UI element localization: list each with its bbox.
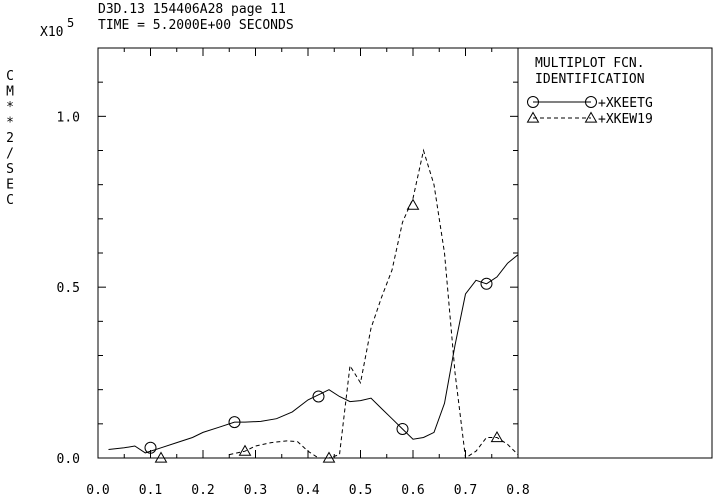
series-2-marker xyxy=(406,198,420,210)
y-axis-label-char: * xyxy=(6,116,14,131)
y-axis-label-char: C xyxy=(6,193,14,208)
x-tick-label: 0.7 xyxy=(454,483,477,498)
series-1-marker xyxy=(312,390,325,403)
series-1-marker xyxy=(480,277,493,290)
y-axis-label-char: / xyxy=(6,147,14,162)
y-multiplier-base: X10 xyxy=(40,25,63,40)
x-tick-label: 0.8 xyxy=(506,483,529,498)
y-tick-label: 1.0 xyxy=(57,110,80,125)
legend-label-1: +XKEETG xyxy=(598,96,653,111)
x-tick-label: 0.3 xyxy=(244,483,267,498)
x-tick-labels: 0.0 0.1 0.2 0.3 0.4 0.5 0.6 0.7 0.8 xyxy=(86,483,529,498)
x-tick-label: 0.5 xyxy=(349,483,372,498)
legend-marker-triangle xyxy=(584,111,598,123)
series-layer xyxy=(108,148,519,463)
x-tick-label: 0.1 xyxy=(139,483,162,498)
x-tick-label: 0.6 xyxy=(401,483,424,498)
y-axis-label-char: S xyxy=(6,162,14,177)
legend-title-1: MULTIPLOT FCN. xyxy=(535,56,645,71)
series-2-marker xyxy=(322,451,336,463)
legend-marker-triangle xyxy=(526,111,540,123)
y-axis-label-char: C xyxy=(6,69,14,84)
y-axis-label-char: * xyxy=(6,100,14,115)
plot-frame xyxy=(97,47,519,459)
y-tick-labels: 0.0 0.5 1.0 xyxy=(57,110,80,467)
y-tick-label: 0.5 xyxy=(57,281,80,296)
legend-entries: +XKEETG+XKEW19 xyxy=(526,96,653,127)
series-2-marker xyxy=(238,444,252,456)
y-axis-label-char: E xyxy=(6,178,14,193)
series-1-marker xyxy=(396,422,409,435)
y-tick-label: 0.0 xyxy=(57,452,80,467)
series-line-2 xyxy=(229,148,519,459)
series-1-marker xyxy=(228,416,241,429)
x-tick-label: 0.4 xyxy=(296,483,320,498)
legend-marker-circle xyxy=(585,96,597,108)
series-2-marker xyxy=(154,451,168,463)
x-tick-label: 0.0 xyxy=(86,483,109,498)
series-1-marker xyxy=(144,441,157,454)
header-time: TIME = 5.2000E+00 SECONDS xyxy=(98,18,294,33)
legend-label-2: +XKEW19 xyxy=(598,112,653,127)
y-axis-label-char: M xyxy=(6,85,14,100)
series-line-1 xyxy=(108,254,519,454)
y-axis-label-char: 2 xyxy=(6,131,14,146)
y-axis-label: CM**2/SEC xyxy=(6,69,14,208)
series-2-marker xyxy=(490,430,504,443)
y-multiplier-exponent: 5 xyxy=(67,16,74,30)
x-tick-label: 0.2 xyxy=(191,483,214,498)
legend-title-2: IDENTIFICATION xyxy=(535,72,645,87)
axis-ticks xyxy=(97,47,519,459)
legend-marker-circle xyxy=(527,96,539,108)
header-title: D3D.13 154406A28 page 11 xyxy=(98,2,286,17)
